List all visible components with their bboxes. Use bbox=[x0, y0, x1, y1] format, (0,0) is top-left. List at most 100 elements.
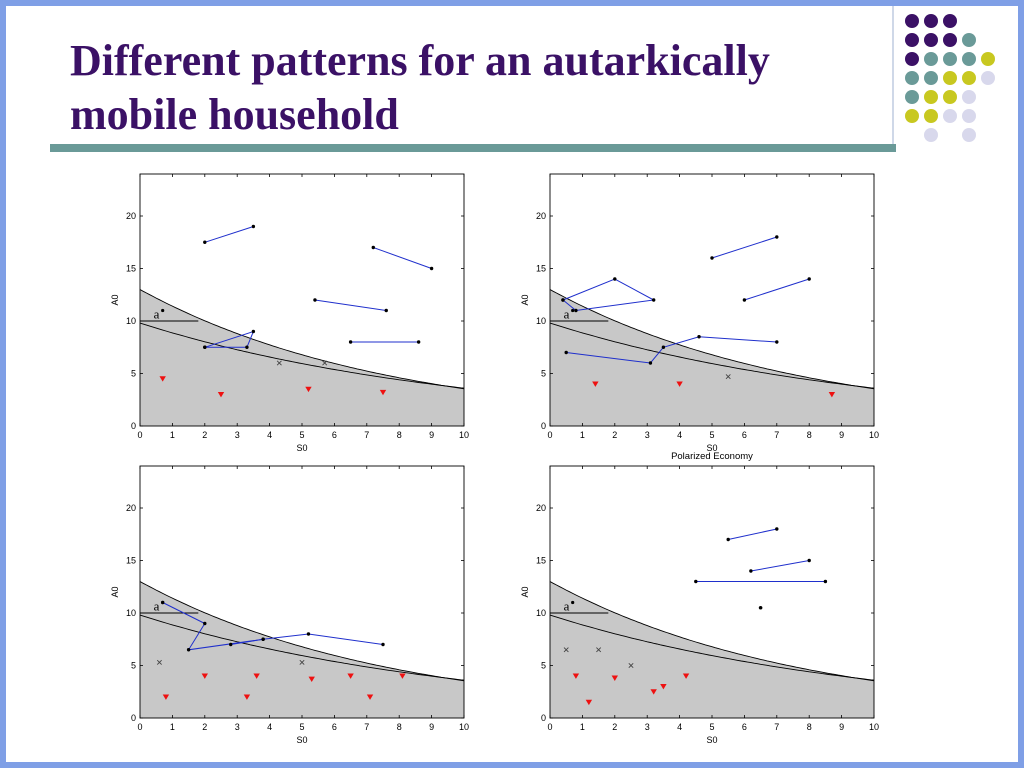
label-a: a bbox=[564, 599, 570, 614]
path-point bbox=[648, 361, 653, 365]
decor-dot bbox=[943, 90, 957, 104]
x-tick-label: 3 bbox=[235, 430, 240, 440]
red-triangle-marker bbox=[162, 694, 170, 700]
path-point bbox=[186, 648, 191, 652]
x-tick-label: 8 bbox=[397, 722, 402, 732]
x-tick-label: 3 bbox=[645, 430, 650, 440]
path-point bbox=[229, 642, 233, 647]
x-tick-label: 4 bbox=[677, 722, 682, 732]
path-point bbox=[348, 340, 353, 344]
x-tick-label: 1 bbox=[170, 722, 175, 732]
y-tick-label: 10 bbox=[126, 608, 136, 618]
lower-boundary-curve bbox=[139, 322, 465, 389]
decor-dot bbox=[962, 109, 976, 123]
path-point bbox=[251, 329, 256, 334]
x-axis-label: S0 bbox=[296, 735, 307, 745]
path-point bbox=[381, 642, 385, 647]
chart-svg-2: 0 1 2 3 4 5 6 7 8 9 10 0 5 10 15 20 S0 A0 a bbox=[110, 465, 469, 745]
x-tick-label: 0 bbox=[137, 430, 142, 440]
path-point bbox=[564, 350, 568, 355]
x-tick-label: 7 bbox=[774, 430, 779, 440]
x-tick-label: 4 bbox=[267, 430, 272, 440]
red-triangle-marker bbox=[217, 391, 225, 398]
chart-top-left: 0 1 2 3 4 5 6 7 8 9 10 0 5 10 15 20 S0 A0 a bbox=[108, 168, 473, 468]
decor-dot bbox=[905, 71, 919, 85]
y-tick-label: 0 bbox=[131, 421, 136, 431]
household-path bbox=[204, 226, 254, 243]
path-point bbox=[807, 558, 811, 563]
chart-svg-3: 0 1 2 3 4 5 6 7 8 9 10 0 5 10 15 20 S0 A0 Polarized Econom… bbox=[520, 451, 879, 745]
decor-dot bbox=[962, 33, 976, 47]
x-tick-label: 5 bbox=[709, 430, 714, 440]
decor-dot bbox=[905, 14, 919, 28]
decor-dot bbox=[924, 128, 938, 142]
cross-marker bbox=[322, 360, 328, 366]
lower-boundary-curve bbox=[549, 322, 875, 389]
decor-dot bbox=[962, 52, 976, 66]
household-path bbox=[162, 602, 384, 651]
y-tick-label: 20 bbox=[536, 211, 546, 221]
household-path bbox=[728, 528, 777, 540]
decor-dot bbox=[943, 52, 957, 66]
x-tick-label: 5 bbox=[299, 722, 304, 732]
red-triangle-marker bbox=[308, 676, 315, 683]
red-triangle-marker bbox=[347, 673, 354, 679]
household-path bbox=[373, 247, 432, 269]
decor-dot bbox=[962, 128, 976, 142]
upper-boundary-curve bbox=[549, 289, 875, 390]
x-tick-label: 5 bbox=[299, 430, 304, 440]
path-point bbox=[245, 345, 249, 349]
household-path bbox=[314, 299, 387, 311]
y-tick-label: 20 bbox=[126, 211, 136, 221]
x-tick-label: 6 bbox=[332, 722, 337, 732]
path-point bbox=[775, 340, 779, 344]
x-tick-label: 9 bbox=[429, 722, 434, 732]
chart-bottom-left: 0 1 2 3 4 5 6 7 8 9 10 0 5 10 15 20 S0 A0 a bbox=[108, 460, 473, 760]
y-tick-label: 15 bbox=[536, 556, 546, 566]
x-tick-label: 6 bbox=[332, 430, 337, 440]
path-point bbox=[749, 569, 753, 573]
data-point bbox=[758, 605, 763, 610]
cross-marker bbox=[299, 659, 305, 665]
decor-dot bbox=[962, 71, 976, 85]
y-tick-label: 15 bbox=[126, 556, 136, 566]
a-point bbox=[571, 308, 575, 313]
x-tick-label: 10 bbox=[869, 722, 879, 732]
household-path bbox=[750, 560, 810, 572]
path-point bbox=[251, 224, 256, 229]
a-point bbox=[161, 308, 165, 313]
x-tick-label: 3 bbox=[235, 722, 240, 732]
x-axis-label: S0 bbox=[296, 443, 307, 453]
household-path bbox=[204, 330, 255, 348]
y-tick-label: 5 bbox=[541, 661, 546, 671]
household-path bbox=[744, 278, 810, 301]
path-point bbox=[661, 345, 666, 349]
y-axis-label: A0 bbox=[110, 586, 120, 597]
path-point bbox=[742, 298, 747, 302]
y-axis-label: A0 bbox=[110, 294, 120, 305]
x-tick-label: 0 bbox=[137, 722, 142, 732]
path-point bbox=[613, 277, 617, 281]
y-tick-label: 15 bbox=[126, 264, 136, 274]
path-point bbox=[574, 308, 578, 313]
y-tick-label: 0 bbox=[541, 421, 546, 431]
path-point bbox=[775, 527, 779, 531]
slide-title: Different patterns for an autarkically m… bbox=[70, 36, 770, 139]
x-tick-label: 8 bbox=[807, 722, 812, 732]
path-point bbox=[710, 256, 714, 260]
red-triangle-marker bbox=[682, 673, 690, 679]
x-tick-label: 6 bbox=[742, 722, 747, 732]
y-tick-label: 0 bbox=[131, 713, 136, 723]
household-path bbox=[711, 236, 777, 259]
x-tick-label: 1 bbox=[580, 722, 585, 732]
upper-boundary-curve bbox=[139, 581, 465, 682]
decor-dot bbox=[924, 109, 938, 123]
path-point bbox=[697, 335, 701, 339]
x-tick-label: 7 bbox=[774, 722, 779, 732]
x-tick-label: 4 bbox=[677, 430, 682, 440]
path-point bbox=[261, 637, 265, 641]
x-tick-label: 10 bbox=[459, 430, 469, 440]
title-underline bbox=[50, 144, 896, 152]
red-triangle-marker bbox=[159, 376, 166, 382]
x-tick-label: 4 bbox=[267, 722, 272, 732]
